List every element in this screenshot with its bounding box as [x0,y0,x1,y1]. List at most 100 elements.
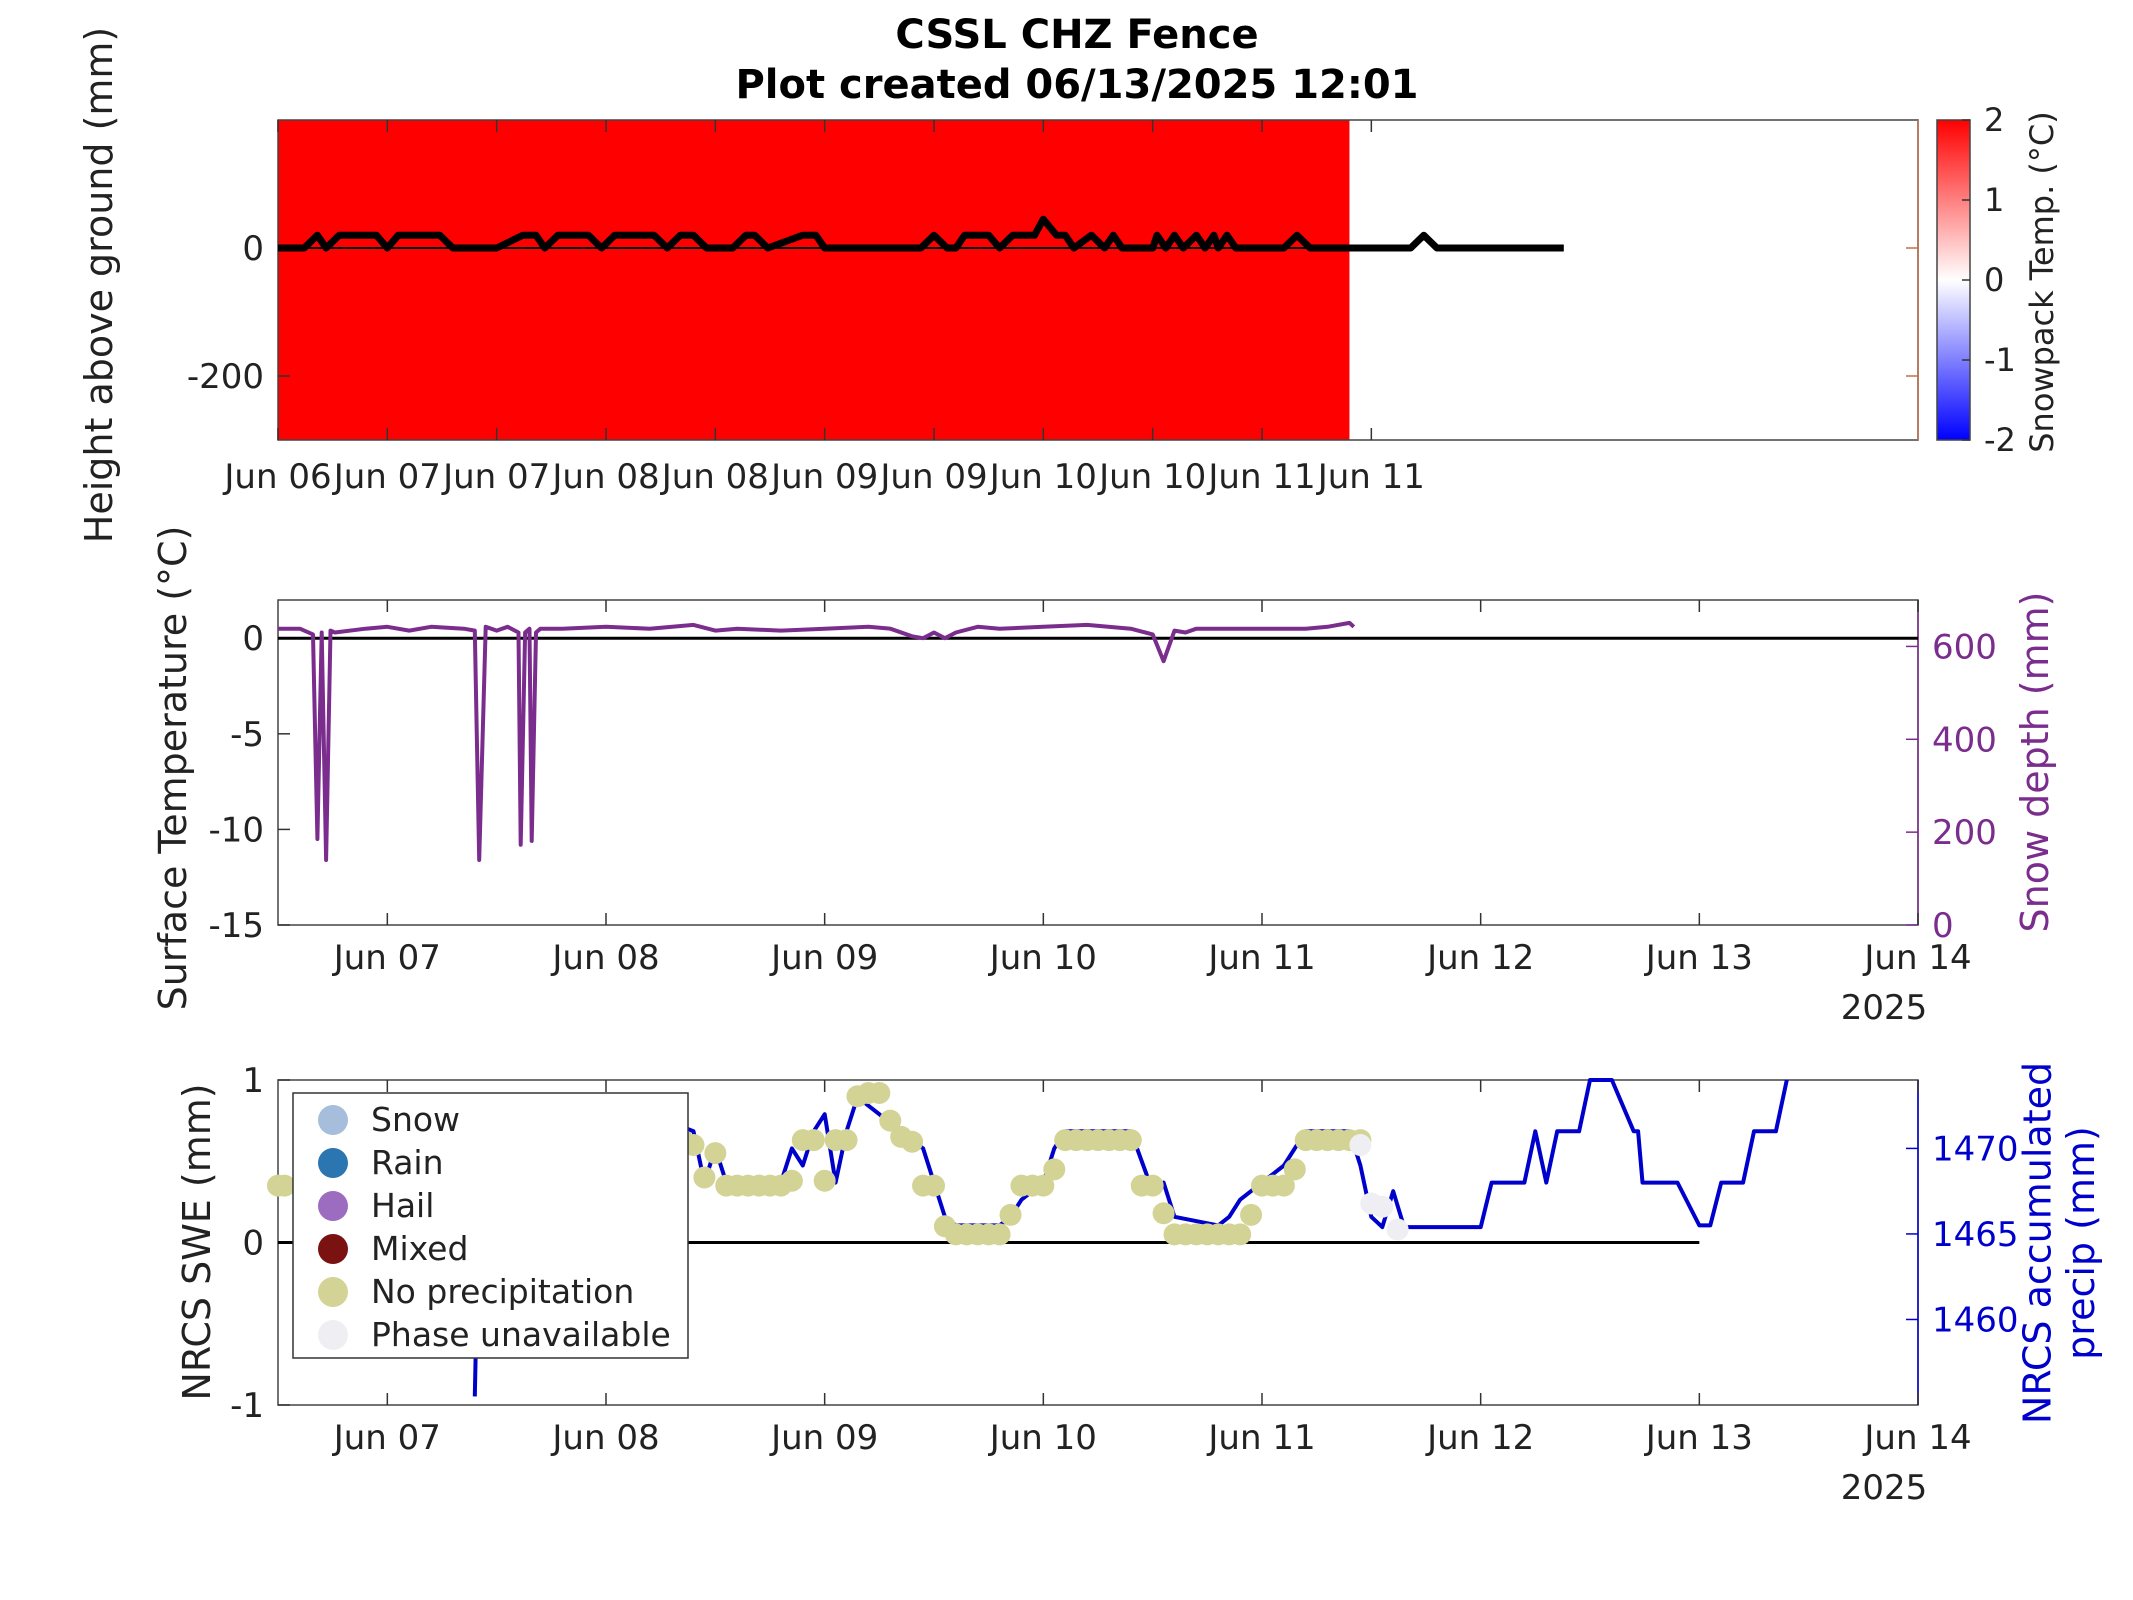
y-tick-label: -15 [208,906,264,946]
no-precip-point [802,1129,825,1152]
y-axis-label: Height above ground (mm) [77,27,121,544]
colorbar-tick-label: 2 [1984,101,2004,139]
x-tick-label: Jun 07 [332,1418,441,1458]
colorbar-tick-label: 1 [1984,181,2004,219]
no-precip-point [1272,1174,1295,1197]
colorbar-tick-label: -2 [1984,421,2016,459]
x-tick-label: Jun 09 [878,457,987,497]
legend-marker [318,1320,348,1350]
figure-title: CSSL CHZ Fence [895,12,1258,58]
x-tick-label: Jun 13 [1644,938,1753,978]
y-axis-label: NRCS SWE (mm) [175,1083,219,1400]
phase-unavailable-point [1349,1134,1372,1156]
right-y-axis-label-line: NRCS accumulated [2015,1062,2059,1424]
legend-marker [318,1105,348,1135]
x-year-label: 2025 [1841,988,1928,1028]
legend-label: Snow [371,1100,460,1139]
no-precip-point [1032,1174,1055,1197]
x-tick-label: Jun 07 [441,457,550,497]
y-tick-label: 0 [242,229,264,269]
legend-marker [318,1277,348,1307]
no-precip-point [813,1169,836,1192]
legend: Snow Rain Hail Mixed No precipitation Phase u… [292,1092,689,1359]
y-axis-label: Surface Temperature (°C) [151,526,195,1011]
x-tick-label: Jun 10 [1097,457,1206,497]
x-tick-label: Jun 14 [1862,938,1971,978]
legend-label: Mixed [371,1229,468,1268]
no-precip-point [704,1142,727,1165]
no-precip-point [1283,1158,1306,1181]
snow-height-line [278,215,1564,252]
no-precip-point [835,1129,858,1152]
legend-marker [318,1191,348,1221]
no-precip-point [1141,1174,1164,1197]
snowpack-temp-region [278,120,1350,440]
no-precip-point [1240,1203,1263,1226]
x-tick-label: Jun 07 [332,938,441,978]
no-precip-point [879,1109,902,1132]
x-tick-label: Jun 08 [660,457,769,497]
y-tick-label: -1 [230,1386,264,1426]
x-tick-label: Jun 11 [1206,457,1315,497]
no-precip-point [1043,1158,1066,1181]
x-tick-label: Jun 11 [1206,1418,1315,1458]
x-tick-label: Jun 12 [1425,938,1534,978]
x-tick-label: Jun 14 [1862,1418,1971,1458]
x-tick-label: Jun 12 [1425,1418,1534,1458]
no-precip-point [901,1130,924,1153]
right-y-tick-label: 1460 [1932,1300,2019,1340]
legend-marker [318,1234,348,1264]
no-precip-point [868,1082,891,1104]
x-tick-label: Jun 09 [769,457,878,497]
swe-panel: 1 0 -1 1470 1465 1460 Jun 07 Jun 08 Jun 09 Jun 10… [175,1061,2103,1508]
legend-box [292,1092,689,1359]
colorbar-label: Snowpack Temp. (°C) [2023,111,2061,453]
right-y-axis-label: NRCS accumulatedprecip (mm) [2015,1062,2103,1424]
legend-label: Hail [371,1186,434,1225]
x-tick-label: Jun 08 [550,938,659,978]
no-precip-point [923,1174,945,1197]
x-tick-label: Jun 07 [332,457,441,497]
no-precip-point [780,1169,803,1192]
phase-unavailable-point [1371,1195,1394,1218]
no-precip-point [273,1174,296,1197]
x-tick-label: Jun 13 [1644,1418,1753,1458]
right-y-tick-label: 600 [1932,627,1997,667]
y-tick-label: -200 [187,357,264,397]
x-year-label: 2025 [1841,1468,1928,1508]
right-y-tick-label: 400 [1932,720,1997,760]
right-y-axis-label-line: precip (mm) [2059,1126,2103,1360]
colorbar-tick-label: -1 [1984,341,2016,379]
no-precip-point [1119,1129,1142,1152]
right-y-axis-label: Snow depth (mm) [2013,592,2057,933]
no-precip-point [1229,1223,1252,1246]
y-tick-label: -5 [230,715,264,755]
y-tick-label: 1 [242,1061,264,1101]
x-tick-label: Jun 08 [550,457,659,497]
x-tick-label: Jun 11 [1316,457,1425,497]
figure-subtitle: Plot created 06/13/2025 12:01 [735,62,1418,108]
legend-label: Phase unavailable [371,1315,671,1354]
no-precip-point [999,1203,1022,1226]
legend-label: Rain [371,1143,444,1182]
x-tick-label: Jun 10 [988,1418,1097,1458]
y-tick-label: 0 [242,1224,264,1264]
surface-temp-line [278,620,1356,862]
x-tick-label: Jun 09 [769,1418,878,1458]
x-tick-label: Jun 10 [988,457,1097,497]
x-tick-label: Jun 11 [1206,938,1315,978]
right-y-tick-label: 1470 [1932,1129,2019,1169]
right-y-tick-label: 1465 [1932,1215,2019,1255]
surface-temp-panel: 0 -5 -10 -15 600 400 200 0 Jun 07 Jun 08 Jun 09 Jun… [151,526,2057,1028]
legend-label: No precipitation [371,1272,634,1311]
right-y-tick-label: 0 [1932,906,1954,946]
phase-unavailable-point [1386,1218,1409,1241]
no-precip-point [988,1223,1011,1246]
x-tick-label: Jun 06 [222,457,331,497]
y-tick-label: -10 [208,810,264,850]
x-tick-label: Jun 10 [988,938,1097,978]
no-precip-point [1152,1202,1175,1225]
x-tick-label: Jun 08 [550,1418,659,1458]
